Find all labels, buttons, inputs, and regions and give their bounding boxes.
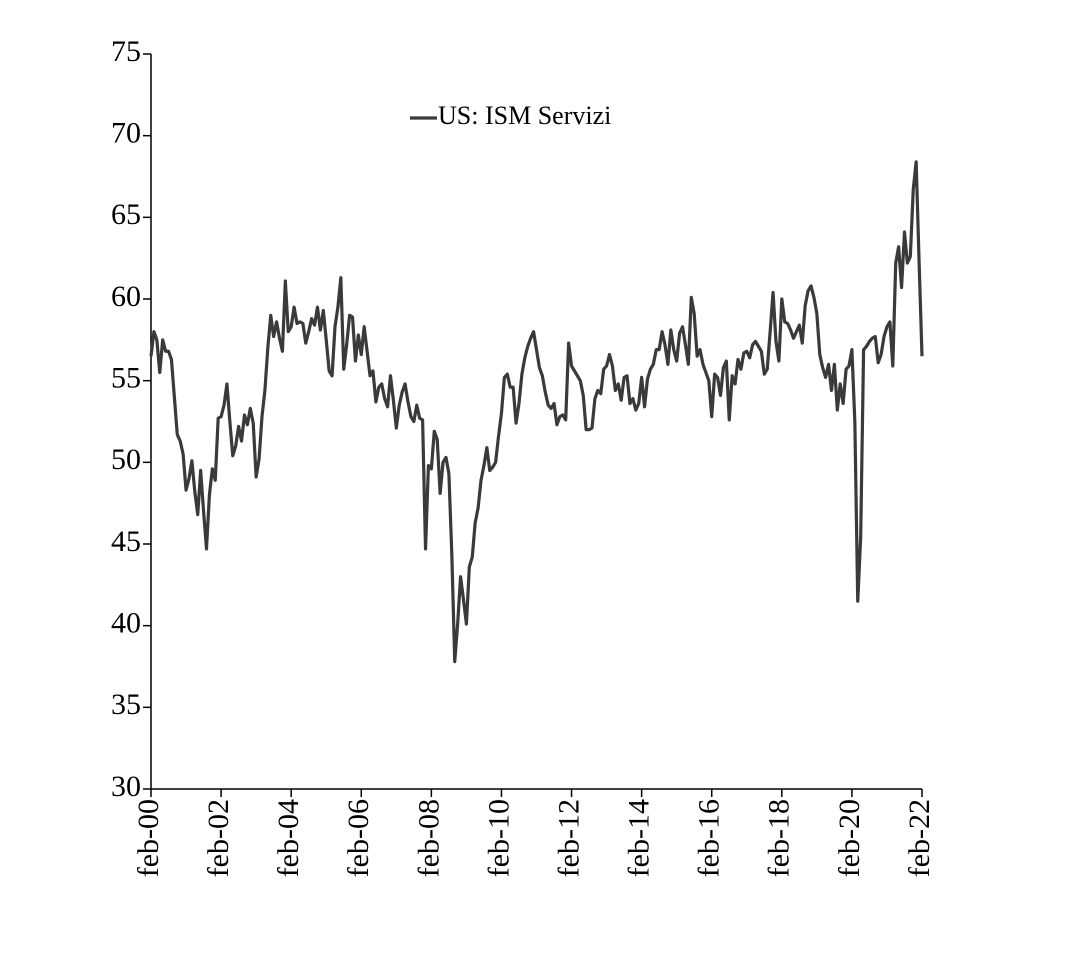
y-tick-label: 55 — [111, 362, 141, 395]
x-tick-label: feb-00 — [132, 799, 165, 877]
x-tick-label: feb-02 — [202, 799, 235, 877]
x-tick-label: feb-22 — [903, 799, 936, 877]
y-tick-label: 65 — [111, 198, 141, 231]
y-tick-label: 45 — [111, 525, 141, 558]
x-tick-label: feb-20 — [833, 799, 866, 877]
line — [149, 160, 924, 664]
x-tick-label: feb-06 — [342, 799, 375, 877]
x-tick-label: feb-08 — [412, 799, 445, 877]
x-tick-label: feb-12 — [552, 799, 585, 877]
y-tick-label: 35 — [111, 688, 141, 721]
y-tick-label: 40 — [111, 607, 141, 640]
y-tick-label: 60 — [111, 280, 141, 313]
y-tick-label: 75 — [111, 35, 141, 68]
x-tick-label: feb-16 — [693, 799, 726, 877]
y-tick-label: 70 — [111, 117, 141, 150]
y-tick-label: 50 — [111, 443, 141, 476]
x-tick-label: feb-04 — [272, 799, 305, 877]
legend-label: US: ISM Servizi — [438, 101, 611, 130]
x-tick-label: feb-14 — [623, 799, 656, 877]
y-tick-label: 30 — [111, 770, 141, 803]
x-tick-label: feb-10 — [482, 799, 515, 877]
x-tick-label: feb-18 — [763, 799, 796, 877]
